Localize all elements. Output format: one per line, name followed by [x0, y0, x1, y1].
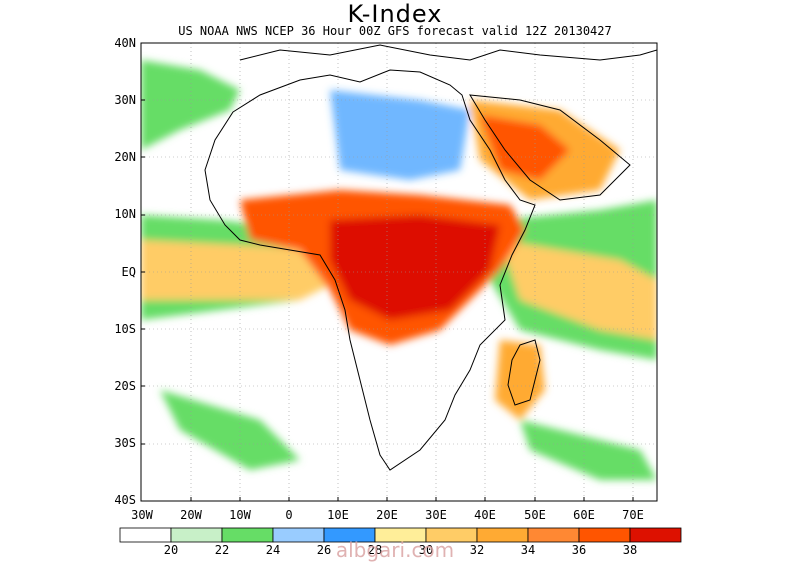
- colorbar-swatch: [170, 527, 223, 543]
- axis-ticks: [141, 99, 634, 501]
- lon-label-40e: 40E: [474, 508, 496, 522]
- colorbar-swatch: [578, 527, 631, 543]
- map-subtitle: US NOAA NWS NCEP 36 Hour 00Z GFS forecas…: [178, 24, 612, 38]
- lat-label-20n: 20N: [114, 150, 136, 164]
- k-index-core-center: [330, 215, 500, 320]
- grid-lines: [141, 43, 657, 501]
- lon-label-20w: 20W: [180, 508, 202, 522]
- colorbar-label-34: 34: [520, 543, 536, 557]
- colorbar-label-30: 30: [418, 543, 434, 557]
- field-layer: [141, 43, 657, 501]
- k-index-madagascar: [495, 340, 545, 420]
- lon-label-0: 0: [285, 508, 293, 522]
- colorbar-swatch: [629, 527, 682, 543]
- colorbar-swatch: [272, 527, 325, 543]
- arabia-outline: [469, 94, 631, 201]
- lon-label-60e: 60E: [573, 508, 595, 522]
- colorbar-label-36: 36: [571, 543, 587, 557]
- colorbar-swatch: [476, 527, 529, 543]
- lat-label-20s: 20S: [114, 379, 136, 393]
- colorbar-label-22: 22: [214, 543, 230, 557]
- colorbar-label-24: 24: [265, 543, 281, 557]
- colorbar-label-28: 28: [367, 543, 383, 557]
- madagascar-outline: [507, 339, 541, 406]
- lat-label-30s: 30S: [114, 436, 136, 450]
- lat-label-10s: 10S: [114, 322, 136, 336]
- colorbar-label-38: 38: [622, 543, 638, 557]
- europe-outline: [239, 44, 657, 61]
- lon-label-20e: 20E: [376, 508, 398, 522]
- colorbar-label-32: 32: [469, 543, 485, 557]
- lat-label-eq: EQ: [121, 265, 136, 279]
- map-title: K-Index: [347, 0, 443, 28]
- lat-label-10n: 10N: [114, 207, 136, 221]
- colorbar-label-26: 26: [316, 543, 332, 557]
- lon-label-10e: 10E: [327, 508, 349, 522]
- colorbar: [119, 527, 682, 543]
- lon-label-70e: 70E: [622, 508, 644, 522]
- colorbar-swatch: [119, 527, 172, 543]
- lon-label-30w: 30W: [131, 508, 153, 522]
- lon-label-10w: 10W: [229, 508, 251, 522]
- moisture-band-southeast: [520, 420, 657, 480]
- colorbar-swatch: [221, 527, 274, 543]
- moisture-band-south-atlantic: [160, 390, 300, 470]
- lon-label-30e: 30E: [425, 508, 447, 522]
- moisture-band-sahara: [330, 90, 470, 180]
- lat-label-30n: 30N: [114, 93, 136, 107]
- moisture-band-north-atlantic: [141, 60, 240, 150]
- colorbar-label-20: 20: [163, 543, 179, 557]
- k-index-arabia-core: [480, 115, 570, 180]
- lat-label-40s: 40S: [114, 493, 136, 507]
- lon-label-50e: 50E: [524, 508, 546, 522]
- colorbar-swatch: [527, 527, 580, 543]
- africa-coastline: [204, 69, 536, 471]
- k-index-tongue-indian: [500, 240, 657, 340]
- watermark: albgari.com: [335, 538, 455, 562]
- lat-label-40n: 40N: [114, 36, 136, 50]
